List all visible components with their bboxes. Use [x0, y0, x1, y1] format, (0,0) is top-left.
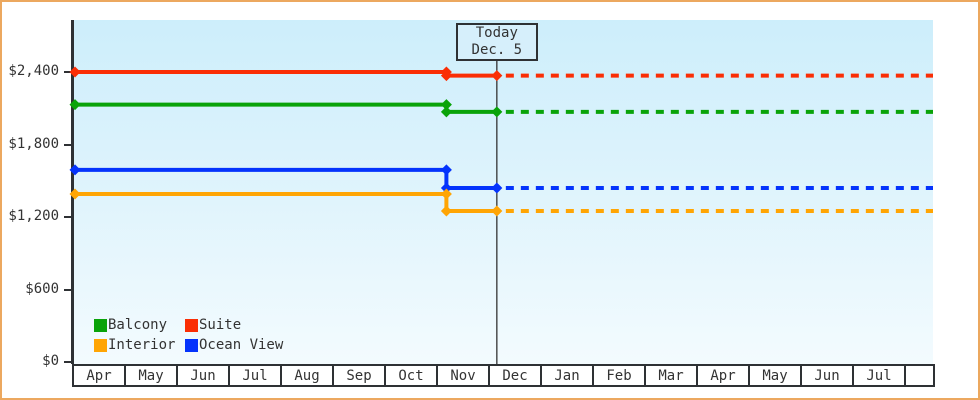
x-axis-month-cell: Apr [74, 366, 126, 385]
legend-swatch-icon [185, 318, 198, 332]
legend: Balcony Suite Interior Ocean View [94, 315, 283, 355]
series-marker-ocean-view [440, 182, 452, 194]
y-axis-tick-label: $2,400 [8, 63, 59, 79]
series-marker-balcony [440, 106, 452, 118]
legend-label: Ocean View [199, 337, 284, 353]
x-axis-month-cell: Feb [594, 366, 646, 385]
series-marker-ocean-view [491, 182, 503, 194]
x-axis-month-cell: May [750, 366, 802, 385]
legend-swatch-icon [94, 338, 107, 352]
series-line-suite [75, 70, 497, 78]
legend-label: Suite [199, 317, 242, 333]
x-axis-month-cell: Jan [542, 366, 594, 385]
today-marker-box: Today Dec. 5 [455, 23, 538, 61]
x-axis-month-row: Apr May Jun Jul Aug Sep Oct Nov Dec Jan Feb Mar Apr M… [72, 364, 935, 387]
series-marker-balcony [69, 99, 81, 111]
series-line-ocean-view [75, 167, 497, 190]
series-marker-interior [69, 188, 81, 200]
legend-swatch-icon [185, 338, 198, 352]
legend-item-balcony: Balcony [94, 317, 185, 333]
x-axis-month-cell: Dec [490, 366, 542, 385]
series-line-balcony [75, 102, 497, 114]
x-axis-month-cell: Aug [282, 366, 334, 385]
legend-row: Balcony Suite [94, 315, 283, 335]
x-axis-month-cell: Oct [386, 366, 438, 385]
series-line-interior [75, 192, 497, 213]
x-axis-month-cell: Apr [698, 366, 750, 385]
today-date: Dec. 5 [471, 42, 523, 58]
y-axis-tick-label: $0 [42, 353, 59, 369]
y-axis-tick [64, 361, 72, 363]
y-axis-tick [64, 216, 72, 218]
y-axis-tick [64, 288, 72, 291]
plot-background [74, 20, 933, 364]
y-axis-tick [64, 143, 72, 146]
series-marker-interior [491, 205, 503, 217]
x-axis-month-cell: Jul [854, 366, 906, 385]
series-marker-suite [440, 70, 452, 82]
series-marker-balcony [440, 99, 452, 111]
x-axis-month-cell: Jun [178, 366, 230, 385]
legend-label: Interior [108, 337, 176, 353]
series-marker-ocean-view [69, 164, 81, 176]
x-axis-month-cell: Jun [802, 366, 854, 385]
y-axis-tick [64, 71, 72, 73]
x-axis-empty-cell [906, 366, 933, 385]
x-axis-month-cell: Nov [438, 366, 490, 385]
today-label: Today [475, 25, 518, 41]
series-marker-interior [440, 205, 452, 217]
y-axis-tick-label: $1,200 [8, 208, 59, 224]
x-axis-month-cell: Jul [230, 366, 282, 385]
x-axis-month-cell: May [126, 366, 178, 385]
series-marker-balcony [491, 106, 503, 118]
y-axis-tick-label: $1,800 [8, 135, 59, 152]
legend-item-suite: Suite [185, 317, 241, 333]
series-marker-ocean-view [440, 164, 452, 176]
legend-label: Balcony [108, 317, 168, 333]
legend-row: Interior Ocean View [94, 335, 283, 355]
x-axis-month-cell: Mar [646, 366, 698, 385]
legend-item-ocean-view: Ocean View [185, 337, 283, 353]
y-axis-tick-label: $600 [25, 280, 59, 297]
series-marker-suite [69, 66, 81, 78]
series-marker-suite [491, 70, 503, 82]
legend-swatch-icon [94, 318, 107, 332]
legend-item-interior: Interior [94, 337, 185, 353]
series-marker-interior [440, 188, 452, 200]
x-axis-month-cell: Sep [334, 366, 386, 385]
